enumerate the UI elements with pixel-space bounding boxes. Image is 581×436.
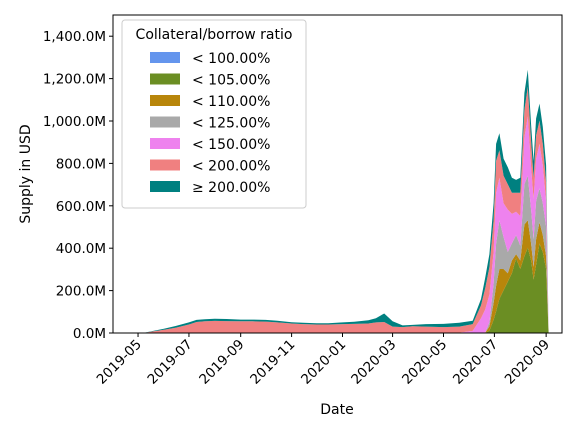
area-series-1: [128, 243, 549, 333]
legend-label: < 200.00%: [192, 159, 270, 175]
y-tick-label: 1,200.0M: [43, 72, 106, 88]
x-tick-label: 2020-07: [450, 337, 501, 388]
y-tick-label: 0.0M: [73, 326, 106, 342]
legend: Collateral/borrow ratio < 100.00% < 105.0…: [121, 19, 307, 209]
y-tick-label: 200.0M: [56, 284, 106, 300]
legend-swatch: [150, 181, 180, 192]
legend-title: Collateral/borrow ratio: [136, 27, 293, 43]
x-tick-label: 2019-07: [145, 337, 196, 388]
legend-label: < 150.00%: [192, 137, 270, 153]
legend-label: < 105.00%: [192, 73, 270, 89]
x-tick-label: 2019-11: [247, 337, 298, 388]
y-axis: 0.0M 200.0M 400.0M 600.0M 800.0M 1,000.0M 1,20…: [43, 29, 113, 342]
legend-swatch: [150, 52, 180, 63]
x-tick-label: 2019-09: [196, 337, 247, 388]
x-tick-label: 2020-01: [298, 337, 349, 388]
legend-swatch: [150, 73, 180, 85]
y-tick-label: 600.0M: [56, 199, 106, 215]
legend-label: < 125.00%: [192, 116, 270, 132]
y-tick-label: 1,000.0M: [43, 114, 106, 130]
plot-frame: [112, 14, 563, 334]
x-tick-label: 2019-05: [94, 337, 145, 388]
y-axis-label: Supply in USD: [18, 124, 34, 223]
legend-swatch: [150, 138, 180, 149]
x-axis-label: Date: [320, 402, 353, 418]
legend-swatch: [150, 116, 180, 128]
x-tick-label: 2020-09: [502, 337, 553, 388]
legend-label: < 110.00%: [192, 94, 270, 110]
x-axis: 2019-05 2019-07 2019-09 2019-11 2020-012020-…: [94, 333, 553, 388]
y-tick-label: 800.0M: [56, 156, 106, 172]
legend-label: ≥ 200.00%: [192, 180, 270, 196]
legend-label: < 100.00%: [192, 51, 270, 67]
x-tick-label: 2020-05: [399, 337, 450, 388]
y-tick-label: 1,400.0M: [43, 29, 106, 45]
x-tick-label: 2020-03: [348, 337, 399, 388]
legend-swatch: [150, 159, 180, 171]
legend-swatch: [150, 95, 180, 106]
y-tick-label: 400.0M: [56, 241, 106, 257]
